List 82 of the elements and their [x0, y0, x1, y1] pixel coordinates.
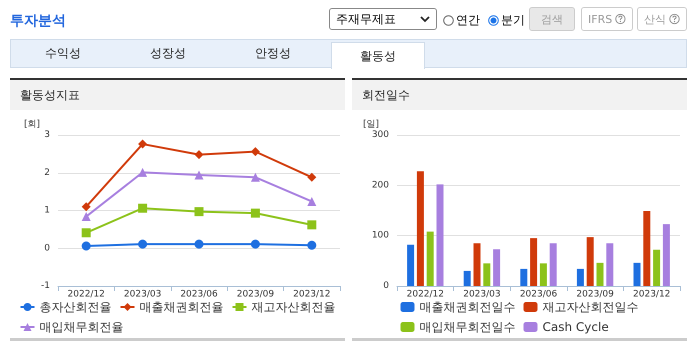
- bar: [416, 171, 424, 286]
- bar: [426, 232, 434, 286]
- text: 검색: [529, 7, 575, 31]
- point: [307, 240, 316, 250]
- bar: [407, 244, 414, 286]
- point: [250, 208, 260, 218]
- x-tick-label: 2023/12: [293, 290, 330, 300]
- y-tick-label: 2: [44, 168, 50, 178]
- point: [194, 240, 204, 249]
- point: [250, 240, 260, 249]
- bar: [576, 268, 584, 286]
- y-tick-label: 200: [372, 180, 390, 190]
- bar: [634, 262, 640, 286]
- point: [307, 172, 316, 182]
- point: [307, 220, 316, 230]
- legend-label: 총자산회전율: [40, 300, 112, 314]
- point: [250, 172, 260, 182]
- bar: [643, 211, 650, 286]
- x-tick-label: 2023/12: [633, 290, 670, 300]
- y-tick-label: -1: [41, 281, 50, 291]
- text: 주재무제표: [336, 10, 396, 28]
- text: 안정성: [254, 45, 292, 62]
- y-tick-label: 0: [383, 281, 390, 291]
- point: [138, 168, 148, 177]
- y-tick-label: 100: [372, 230, 390, 241]
- text: 분기: [500, 12, 525, 29]
- x-tick-label: 2023/06: [520, 290, 558, 300]
- x-tick-label: 2022/12: [68, 290, 105, 300]
- y-tick-label: 0: [44, 243, 50, 254]
- y-axis-title: [회]: [24, 120, 40, 130]
- point: [194, 207, 204, 216]
- text: 활동성: [331, 42, 425, 69]
- legend-label: Cash Cycle: [542, 320, 609, 334]
- bar: [596, 262, 604, 286]
- x-tick-label: 2023/09: [236, 290, 274, 300]
- bar: [464, 270, 471, 286]
- point: [307, 196, 316, 206]
- y-tick-label: 300: [372, 130, 390, 140]
- legend-label: 재고자산회전율: [252, 300, 336, 314]
- point: [82, 241, 91, 250]
- point: [138, 140, 148, 149]
- x-tick-label: 2023/09: [576, 290, 614, 300]
- y-tick-label: 3: [44, 130, 50, 140]
- bar: [540, 263, 547, 286]
- bar: [653, 250, 660, 286]
- text: 성장성: [149, 45, 187, 62]
- y-axis-title: [일]: [362, 120, 379, 130]
- point: [82, 202, 91, 212]
- bar: [520, 268, 528, 286]
- bar: [550, 243, 557, 286]
- bar: [474, 243, 480, 286]
- point: [194, 150, 204, 160]
- x-tick-label: 2023/03: [463, 290, 501, 300]
- bar: [493, 249, 500, 286]
- text: 투자분석: [10, 12, 66, 30]
- text: 연간: [455, 12, 480, 29]
- bar: [483, 263, 490, 286]
- bar: [436, 184, 444, 286]
- x-tick-label: 2023/06: [180, 290, 218, 300]
- point: [194, 170, 204, 180]
- bar: [662, 224, 670, 286]
- legend-label: 매출채권회전일수: [420, 300, 516, 314]
- legend-label: 매출채권회전율: [140, 300, 224, 314]
- point: [82, 228, 91, 238]
- text: 산식: [637, 7, 687, 31]
- point: [250, 147, 260, 156]
- bar: [586, 237, 594, 286]
- point: [138, 240, 148, 249]
- legend-label: 매입채무회전일수: [420, 320, 516, 334]
- text: IFRS: [581, 7, 633, 31]
- chart-title: 회전일수: [352, 78, 687, 110]
- x-tick-label: 2022/12: [406, 290, 444, 300]
- point: [138, 204, 148, 213]
- legend-label: 재고자산회전일수: [542, 300, 638, 314]
- text: 수익성: [44, 45, 82, 62]
- bar: [606, 243, 614, 286]
- point: [82, 212, 91, 222]
- bar: [530, 238, 538, 286]
- legend-label: 매입채무회전율: [40, 320, 124, 334]
- x-tick-label: 2023/03: [124, 290, 162, 300]
- chart-title: 활동성지표: [10, 78, 345, 110]
- y-tick-label: 1: [44, 206, 50, 216]
